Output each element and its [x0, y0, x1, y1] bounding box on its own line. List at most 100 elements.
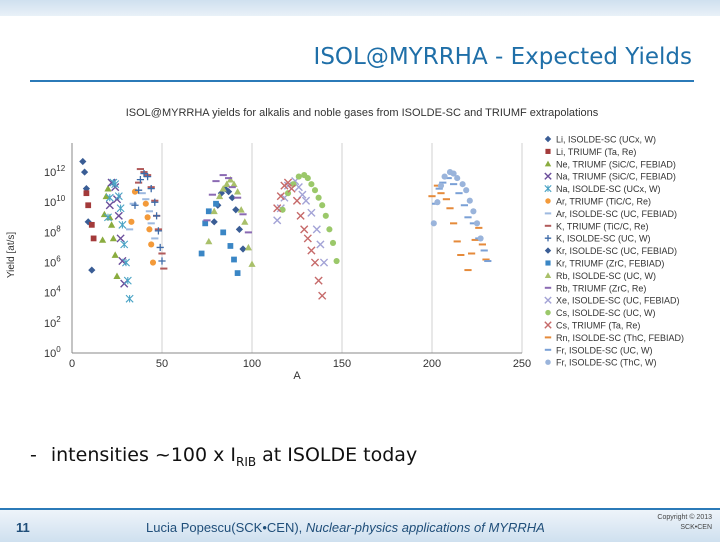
legend-label-7: K, TRIUMF (TiC/C, Re): [556, 221, 649, 231]
copyright-line-2: SCK•CEN: [680, 524, 712, 531]
data-point-s4-p1: [105, 193, 114, 202]
bullet-text: intensities ~100 x I: [50, 444, 237, 466]
legend-marker-11: [544, 272, 552, 278]
slide-title: ISOL@MYRRHA - Expected Yields: [313, 44, 692, 70]
data-point-s10-p3: [213, 200, 219, 207]
data-point-s2-p3: [104, 185, 112, 192]
data-point-s1-p1: [85, 202, 92, 209]
data-point-s15-p6: [296, 211, 305, 220]
legend-label-0: Li, ISOLDE-SC (UCx, W): [556, 135, 656, 145]
legend-label-15: Cs, TRIUMF (Ta, Re): [556, 321, 640, 331]
data-point-s15-p5: [292, 196, 302, 205]
legend-marker-15: [544, 321, 552, 329]
data-point-s13-p7: [301, 196, 311, 205]
data-point-s18-p2: [437, 182, 445, 189]
data-point-s10-p0: [198, 250, 205, 257]
yield-chart: ISOL@MYRRHA yields for alkalis and noble…: [6, 107, 684, 382]
data-point-s11-p6: [230, 180, 238, 188]
y-tick-label: 108: [44, 224, 61, 239]
data-point-s14-p6: [308, 181, 315, 188]
legend-marker-4: [544, 185, 552, 193]
data-point-s9-p6: [232, 206, 240, 214]
data-point-s8-p7: [153, 212, 161, 220]
data-point-s10-p7: [234, 270, 241, 276]
legend-label-16: Rn, ISOLDE-SC (ThC, FEBIAD): [556, 333, 684, 343]
legend-label-11: Rb, ISOLDE-SC (UC, W): [556, 271, 656, 281]
data-point-s14-p10: [322, 212, 329, 219]
data-point-s18-p1: [434, 199, 441, 206]
data-point-s5-p0: [128, 218, 135, 225]
data-point-s0-p1: [81, 168, 89, 176]
data-point-s11-p3: [219, 185, 227, 192]
data-point-s18-p6: [454, 175, 461, 182]
copyright-line-1: Copyright © 2013: [657, 514, 712, 521]
data-point-s4-p7: [120, 240, 129, 249]
data-point-s10-p1: [202, 220, 209, 227]
data-point-s8-p9: [156, 243, 164, 252]
data-point-s18-p8: [463, 187, 470, 194]
data-point-s2-p0: [99, 236, 107, 243]
legend-label-6: Ar, ISOLDE-SC (UC, FEBIAD): [556, 209, 677, 219]
data-point-s18-p0: [430, 220, 437, 227]
data-point-s13-p0: [273, 216, 282, 225]
legend-marker-5: [545, 198, 551, 204]
data-point-s15-p11: [314, 276, 323, 285]
data-point-s2-p7: [111, 251, 119, 258]
x-axis-label: A: [293, 370, 301, 382]
footer-bar: 11 Lucia Popescu(SCK•CEN), Nuclear-physi…: [0, 508, 720, 542]
data-point-s9-p0: [210, 218, 218, 226]
data-point-s11-p8: [237, 206, 245, 213]
data-point-s15-p3: [283, 178, 293, 187]
legend-label-14: Cs, ISOLDE-SC (UC, W): [556, 308, 656, 318]
x-tick-label: 150: [333, 358, 351, 370]
title-divider: [30, 80, 694, 82]
bullet-dash: -: [30, 444, 37, 466]
data-point-s5-p3: [144, 214, 151, 221]
data-point-s2-p6: [109, 234, 117, 242]
data-point-s5-p2: [142, 200, 149, 207]
data-point-s4-p3: [111, 180, 120, 189]
data-point-s14-p8: [315, 194, 322, 201]
footer-credit: Lucia Popescu(SCK•CEN), Nuclear-physics …: [146, 520, 545, 535]
slide-number: 11: [16, 520, 30, 535]
data-point-s13-p5: [294, 183, 303, 192]
data-point-s5-p6: [149, 259, 157, 266]
data-point-s10-p6: [231, 256, 237, 263]
data-point-s3-p4: [114, 211, 123, 220]
y-axis-label: Yield [at/s]: [6, 232, 17, 279]
data-point-s8-p8: [154, 227, 162, 235]
data-point-s3-p0: [105, 201, 114, 210]
data-point-s5-p5: [148, 241, 155, 248]
data-point-s15-p9: [307, 246, 316, 255]
legend-label-8: K, ISOLDE-SC (UC, W): [556, 234, 651, 244]
top-banner: [0, 0, 720, 16]
data-point-s8-p0: [131, 201, 139, 209]
data-point-s4-p9: [123, 276, 132, 285]
legend-marker-0: [544, 135, 552, 143]
legend-label-2: Ne, TRIUMF (SiC/C, FEBIAD): [556, 159, 676, 169]
data-point-s14-p5: [304, 175, 311, 182]
data-point-s18-p11: [473, 220, 481, 227]
data-point-s13-p10: [316, 240, 325, 249]
legend-label-17: Fr, ISOLDE-SC (UC, W): [556, 345, 653, 355]
data-point-s13-p8: [307, 208, 316, 217]
data-point-s4-p8: [122, 258, 130, 267]
data-point-s9-p4: [225, 188, 233, 196]
data-point-s14-p7: [311, 187, 319, 194]
footer-subject: Nuclear-physics applications of MYRRHA: [302, 520, 545, 535]
bullet-subscript: RIB: [236, 454, 257, 469]
data-point-s8-p2: [136, 176, 144, 184]
data-point-s1-p2: [88, 221, 95, 228]
data-point-s10-p2: [205, 208, 212, 215]
y-tick-label: 1010: [44, 194, 66, 209]
data-point-s11-p4: [223, 180, 231, 188]
legend-label-5: Ar, TRIUMF (TiC/C, Re): [556, 197, 651, 207]
data-point-s1-p3: [90, 235, 97, 242]
data-point-s11-p5: [226, 176, 234, 183]
legend-marker-2: [544, 160, 552, 167]
chart-title: ISOL@MYRRHA yields for alkalis and noble…: [126, 107, 599, 119]
legend-marker-8: [544, 235, 552, 242]
data-point-s14-p13: [333, 257, 340, 265]
data-point-s11-p2: [216, 192, 224, 200]
legend-label-1: Li, TRIUMF (Ta, Re): [556, 147, 636, 157]
